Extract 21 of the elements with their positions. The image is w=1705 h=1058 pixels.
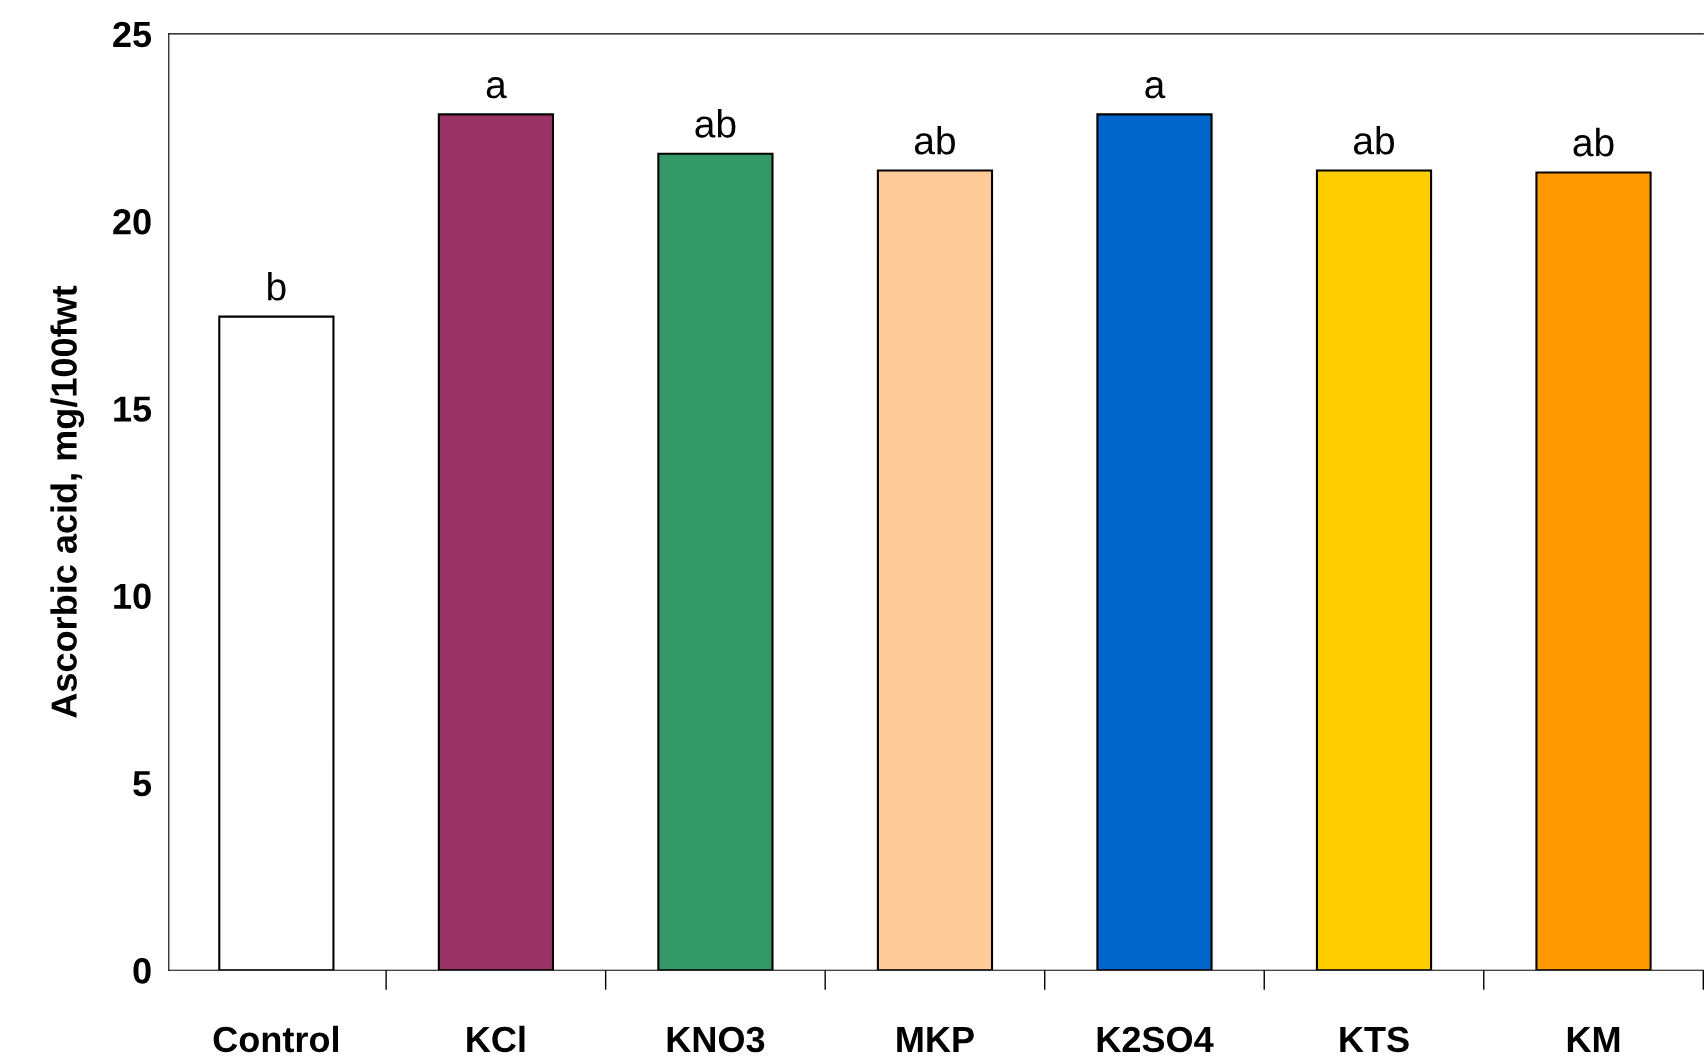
annotation: b bbox=[268, 272, 286, 301]
annotation: a bbox=[486, 77, 507, 99]
x-tick-label: KM bbox=[1567, 1027, 1620, 1052]
annotation: ab bbox=[1573, 127, 1614, 157]
y-tick-label: 0 bbox=[133, 958, 151, 984]
x-tick-label: KNO3 bbox=[667, 1026, 765, 1053]
x-tick-label: KTS bbox=[1340, 1026, 1409, 1053]
x-tick-label: MKP bbox=[897, 1027, 974, 1052]
x-tick-label: Control bbox=[213, 1025, 338, 1053]
y-tick-label: 10 bbox=[114, 583, 151, 610]
x-tick-label: KCl bbox=[467, 1025, 525, 1053]
annotation: ab bbox=[695, 109, 736, 138]
annotation: a bbox=[1145, 77, 1166, 99]
y-tick-label: 20 bbox=[113, 208, 151, 235]
y-tick-label: 25 bbox=[113, 21, 152, 48]
annotation: ab bbox=[1354, 125, 1394, 155]
y-tick-label: 15 bbox=[114, 396, 152, 422]
y-axis-title: Ascorbic acid, mg/100fwt bbox=[50, 285, 85, 718]
annotation: ab bbox=[914, 125, 955, 155]
x-tick-label: K2SO4 bbox=[1097, 1026, 1214, 1053]
y-tick-label: 5 bbox=[133, 771, 152, 797]
